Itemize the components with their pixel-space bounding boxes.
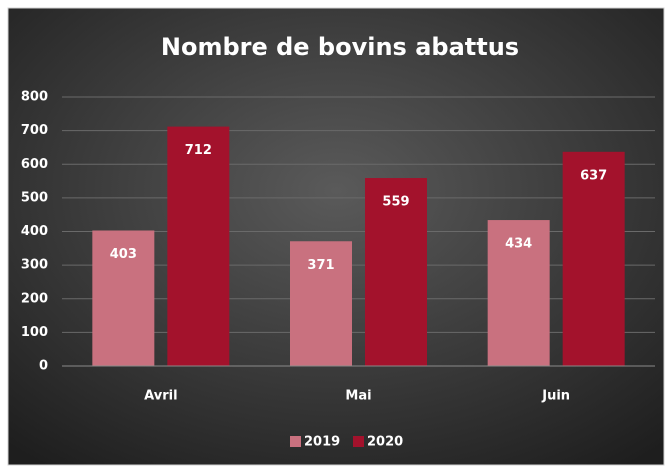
bar (290, 241, 352, 366)
bar (562, 151, 625, 366)
y-tick-label: 500 (21, 190, 48, 205)
data-label: 403 (110, 247, 137, 262)
legend-swatch (290, 436, 301, 447)
bar (92, 230, 155, 366)
y-tick-label: 400 (21, 224, 48, 239)
y-tick-label: 0 (39, 359, 48, 374)
x-tick-label: Mai (345, 389, 371, 404)
legend-label: 2020 (367, 435, 403, 450)
legend-label: 2019 (304, 435, 340, 450)
chart-title: Nombre de bovins abattus (161, 33, 519, 61)
data-label: 371 (307, 258, 334, 273)
bar (487, 220, 550, 366)
x-tick-label: Juin (541, 389, 570, 404)
y-tick-label: 600 (21, 157, 48, 172)
legend-swatch (353, 436, 364, 447)
data-label: 712 (185, 143, 212, 158)
y-tick-label: 200 (21, 291, 48, 306)
y-tick-label: 800 (21, 90, 48, 105)
bar (365, 178, 427, 366)
data-label: 559 (382, 195, 409, 210)
data-label: 434 (505, 237, 532, 252)
y-tick-label: 100 (21, 325, 48, 340)
bar (167, 126, 230, 366)
data-label: 637 (580, 168, 607, 183)
y-tick-label: 300 (21, 258, 48, 273)
x-tick-label: Avril (144, 389, 177, 404)
y-tick-label: 700 (21, 123, 48, 138)
